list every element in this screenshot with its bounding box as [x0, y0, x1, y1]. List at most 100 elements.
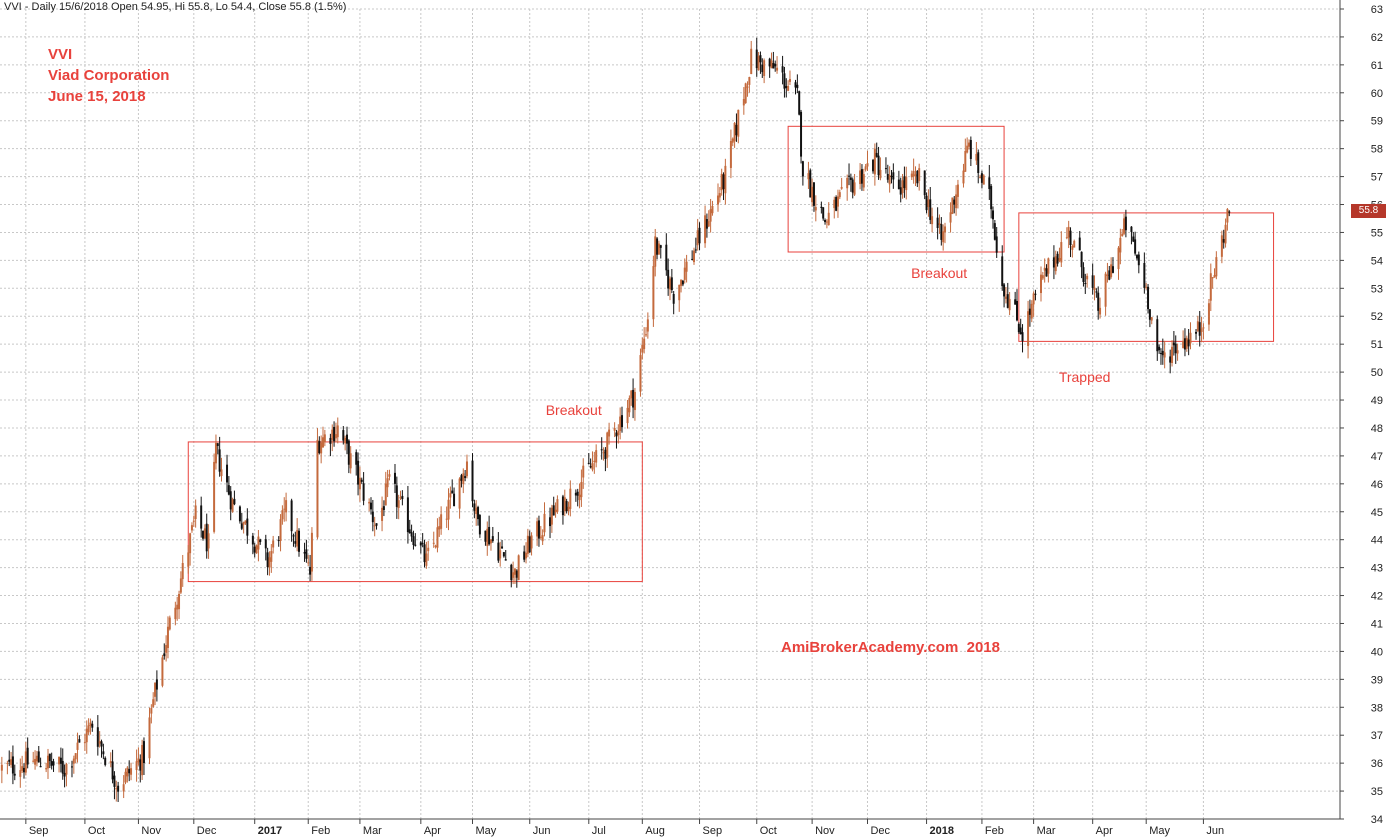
candle-body	[11, 756, 14, 774]
candle-body	[811, 186, 814, 203]
candle-body	[445, 518, 448, 520]
candle-body	[65, 763, 68, 775]
candle-body	[384, 483, 387, 506]
candle-body	[872, 159, 875, 172]
candle-body	[329, 437, 332, 444]
candle-body	[176, 604, 179, 610]
last-price-badge: 55.8	[1351, 204, 1386, 218]
candle-body	[729, 140, 732, 168]
candle-body	[827, 212, 830, 226]
candle-body	[515, 570, 518, 578]
candle-body	[582, 465, 585, 478]
candle-body	[613, 427, 616, 431]
candle-body	[628, 397, 631, 413]
candle-body	[567, 506, 570, 511]
candle-body	[102, 751, 105, 755]
candle-body	[1158, 346, 1161, 351]
candle-body	[253, 546, 256, 553]
candle-body	[716, 195, 719, 205]
candle-body	[630, 390, 633, 399]
candle-body	[214, 442, 217, 464]
candle-body	[759, 55, 762, 63]
candle-body	[386, 478, 389, 488]
grid-layer	[0, 8, 1340, 820]
candle-body	[477, 507, 480, 520]
candle-body	[1143, 263, 1146, 288]
candle-body	[257, 536, 260, 550]
candle-body	[412, 536, 415, 546]
candle-body	[1004, 296, 1007, 299]
candle-body	[1189, 332, 1192, 344]
candle-body	[310, 532, 313, 572]
candle-body	[46, 755, 49, 769]
candle-body	[836, 196, 839, 207]
candle-body	[918, 168, 921, 182]
annotation-trapped: Trapped	[1058, 368, 1111, 385]
candle-body	[1169, 356, 1172, 363]
candle-body	[259, 539, 262, 543]
candle-body	[447, 499, 450, 520]
candle-body	[1148, 309, 1151, 320]
candle-body	[602, 452, 605, 454]
candle-body	[1119, 237, 1122, 253]
candle-body	[580, 482, 583, 498]
candle-body	[556, 499, 559, 512]
candle-body	[355, 452, 358, 465]
candle-body	[617, 430, 620, 436]
candle-body	[633, 391, 636, 411]
candle-body	[453, 493, 456, 506]
candle-body	[654, 236, 657, 267]
candle-body	[227, 485, 230, 495]
candle-body	[825, 221, 828, 223]
candle-body	[298, 530, 301, 552]
candle-body	[1097, 292, 1100, 311]
candle-body	[1091, 275, 1094, 288]
candle-body	[1030, 303, 1033, 319]
y-tick-label: 42	[1371, 591, 1383, 603]
candle-body	[414, 544, 417, 546]
candle-body	[722, 174, 725, 190]
candle-body	[362, 483, 365, 501]
candle-body	[1182, 340, 1185, 348]
x-tick-label: May	[476, 825, 497, 837]
candle-body	[966, 145, 969, 153]
annotation-breakout-1: Breakout	[545, 402, 602, 419]
y-tick-label: 48	[1371, 423, 1383, 435]
candle-body	[1226, 209, 1229, 223]
candle-body	[163, 653, 166, 657]
candle-body	[794, 82, 797, 88]
candle-body	[139, 759, 142, 771]
range-boxes	[187, 125, 1275, 583]
candle-body	[488, 526, 491, 545]
candle-body	[35, 755, 38, 762]
x-tick-label: May	[1149, 825, 1170, 837]
candle-body	[142, 741, 145, 764]
candle-body	[866, 163, 869, 167]
candle-body	[104, 757, 107, 765]
candle-body	[1196, 321, 1199, 331]
candle-body	[382, 506, 385, 511]
candle-body	[39, 765, 42, 768]
candle-body	[1130, 226, 1133, 232]
candle-body	[6, 762, 9, 764]
candle-body	[202, 530, 205, 539]
candle-body	[137, 758, 140, 763]
candle-body	[656, 238, 659, 255]
y-tick-label: 50	[1371, 367, 1383, 379]
y-tick-label: 63	[1371, 4, 1383, 16]
candle-body	[192, 520, 195, 522]
candle-body	[141, 744, 144, 776]
candle-body	[78, 739, 81, 743]
watermark: AmiBrokerAcademy.com 2018	[781, 639, 1000, 656]
candle-body	[360, 479, 363, 482]
candle-body	[85, 728, 88, 743]
candle-body	[322, 437, 325, 448]
candle-body	[694, 249, 697, 251]
chart-title-block: VVI Viad Corporation June 15, 2018	[48, 44, 169, 107]
chart-date: June 15, 2018	[48, 88, 146, 105]
candle-body	[130, 768, 133, 775]
candle-body	[83, 742, 86, 744]
candle-body	[980, 173, 983, 183]
candle-body	[48, 753, 51, 762]
candle-body	[621, 415, 624, 428]
